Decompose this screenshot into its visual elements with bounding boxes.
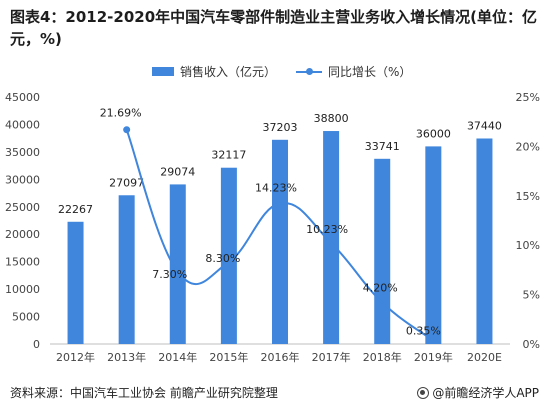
y-left-tick-label: 15000 bbox=[5, 256, 40, 269]
legend-item-growth: 同比增长（%） bbox=[296, 63, 411, 80]
x-tick-label: 2014年 bbox=[158, 350, 197, 364]
y-left-tick-label: 25000 bbox=[5, 201, 40, 214]
bar bbox=[425, 146, 442, 344]
bar-data-label: 38800 bbox=[314, 112, 349, 125]
bar-data-label: 37203 bbox=[263, 121, 298, 134]
growth-line bbox=[125, 129, 434, 342]
growth-data-label: 7.30% bbox=[152, 268, 187, 281]
brand-text: @前瞻经济学人APP bbox=[432, 386, 539, 400]
x-tick-label: 2012年 bbox=[56, 350, 95, 364]
y-left-tick-label: 20000 bbox=[5, 228, 40, 241]
bar bbox=[118, 195, 135, 344]
brand-credit: @前瞻经济学人APP bbox=[417, 384, 539, 401]
y-left-tick-label: 10000 bbox=[5, 283, 40, 296]
legend-item-sales: 销售收入（亿元） bbox=[152, 63, 276, 80]
y-left-tick-label: 45000 bbox=[5, 91, 40, 104]
source-note: 资料来源：中国汽车工业协会 前瞻产业研究院整理 bbox=[10, 386, 278, 400]
bar-data-label: 27097 bbox=[109, 176, 144, 189]
growth-point bbox=[123, 126, 131, 134]
legend-bar-swatch bbox=[152, 67, 174, 76]
x-tick-label: 2015年 bbox=[209, 350, 248, 364]
y-right-tick-label: 20% bbox=[516, 140, 540, 153]
y-left-tick-label: 5000 bbox=[12, 311, 40, 324]
x-tick-label: 2017年 bbox=[312, 350, 351, 364]
y-right-tick-label: 25% bbox=[516, 91, 540, 104]
growth-data-label: 14.23% bbox=[255, 181, 297, 194]
y-right-tick-label: 5% bbox=[523, 289, 540, 302]
bar-data-label: 29074 bbox=[160, 165, 195, 178]
legend-label-growth: 同比增长（%） bbox=[328, 65, 412, 79]
x-tick-label: 2018年 bbox=[363, 350, 402, 364]
bar-data-label: 37440 bbox=[467, 119, 502, 132]
chart-legend: 销售收入（亿元） 同比增长（%） bbox=[0, 63, 549, 81]
growth-data-label: 10.23% bbox=[306, 223, 348, 236]
bar bbox=[476, 138, 493, 344]
bar bbox=[220, 167, 237, 344]
bar-data-label: 32117 bbox=[211, 149, 246, 162]
chart-title: 图表4：2012-2020年中国汽车零部件制造业主营业务收入增长情况(单位：亿元… bbox=[10, 8, 538, 48]
x-tick-label: 2016年 bbox=[261, 350, 300, 364]
y-left-tick-label: 0 bbox=[33, 338, 40, 351]
bar bbox=[67, 221, 84, 344]
bar bbox=[323, 131, 340, 344]
bar bbox=[374, 158, 391, 344]
brand-logo-icon bbox=[417, 386, 430, 399]
growth-data-label: 4.20% bbox=[363, 282, 398, 295]
y-right-tick-label: 15% bbox=[516, 190, 540, 203]
x-tick-label: 2019年 bbox=[414, 350, 453, 364]
legend-label-sales: 销售收入（亿元） bbox=[180, 65, 277, 79]
x-tick-label: 2020E bbox=[467, 351, 502, 364]
bar-data-label: 36000 bbox=[416, 127, 451, 140]
x-tick-label: 2013年 bbox=[107, 350, 146, 364]
y-right-tick-label: 10% bbox=[516, 239, 540, 252]
bar-data-label: 22267 bbox=[58, 203, 93, 216]
growth-data-label: 21.69% bbox=[100, 107, 142, 120]
bar bbox=[169, 184, 186, 344]
y-right-tick-label: 0% bbox=[523, 338, 540, 351]
growth-data-label: 8.30% bbox=[205, 252, 240, 265]
growth-data-label: 0.35% bbox=[406, 325, 441, 338]
bar-data-label: 33741 bbox=[365, 140, 400, 153]
legend-line-swatch bbox=[296, 67, 322, 77]
y-left-tick-label: 35000 bbox=[5, 146, 40, 159]
bar bbox=[272, 139, 288, 344]
y-left-tick-label: 40000 bbox=[5, 118, 40, 131]
y-left-tick-label: 30000 bbox=[5, 173, 40, 186]
